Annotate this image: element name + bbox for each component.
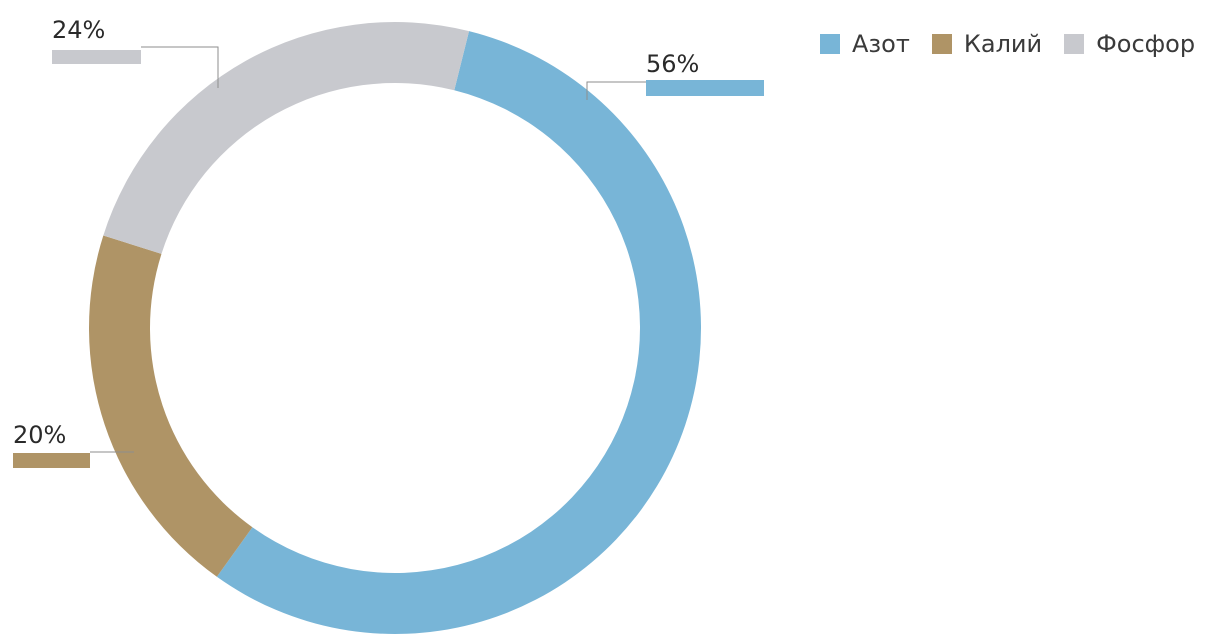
legend-item-Калий: Калий xyxy=(931,30,1043,58)
slice-Азот xyxy=(216,31,702,635)
data-label-Фосфор: 24% xyxy=(52,16,105,44)
leader-line-Фосфор xyxy=(141,46,219,88)
legend-item-Фосфор: Фосфор xyxy=(1064,30,1195,58)
legend-swatch xyxy=(1064,34,1085,54)
data-label-Калий: 20% xyxy=(13,421,66,449)
leader-line-Азот xyxy=(586,81,646,100)
label-bar-Фосфор xyxy=(52,50,141,64)
legend-item-Азот: Азот xyxy=(820,30,910,58)
data-label-Азот: 56% xyxy=(646,50,699,78)
label-bar-Азот xyxy=(646,80,764,96)
label-bar-Калий xyxy=(13,453,90,468)
chart-legend: Азот Калий Фосфор xyxy=(820,30,1195,58)
legend-swatch xyxy=(820,34,840,54)
legend-label: Азот xyxy=(852,30,910,58)
legend-swatch xyxy=(931,34,952,54)
slice-Калий xyxy=(89,235,253,577)
slice-Фосфор xyxy=(103,21,470,254)
legend-label: Фосфор xyxy=(1096,30,1196,58)
legend-label: Калий xyxy=(963,30,1043,58)
